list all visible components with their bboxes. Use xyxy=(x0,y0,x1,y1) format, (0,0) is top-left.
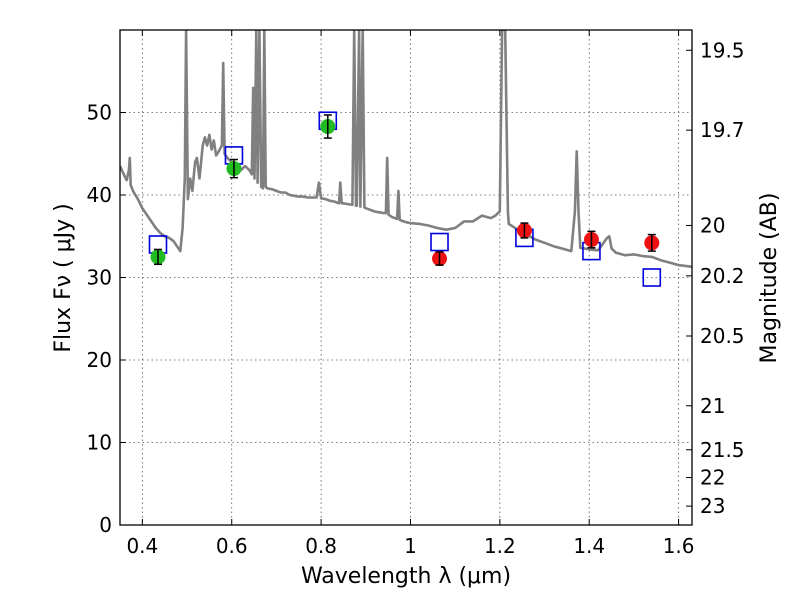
y-tick-label: 20 xyxy=(87,348,112,372)
x-tick-label: 0.8 xyxy=(305,534,337,558)
y-tick-label: 40 xyxy=(87,183,112,207)
x-tick-label: 1 xyxy=(404,534,417,558)
right-tick-label: 20 xyxy=(700,213,725,237)
right-tick-label: 19.5 xyxy=(700,38,745,62)
x-tick-label: 0.6 xyxy=(216,534,248,558)
x-tick-label: 1.4 xyxy=(573,534,605,558)
x-tick-label: 1.2 xyxy=(484,534,516,558)
y-tick-label: 10 xyxy=(87,431,112,455)
right-tick-label: 23 xyxy=(700,494,725,518)
right-tick-label: 22 xyxy=(700,466,725,490)
photometry-markers xyxy=(148,111,662,287)
right-tick-label: 20.5 xyxy=(700,324,745,348)
x-axis-label: Wavelength λ (μm) xyxy=(301,564,511,589)
y-axis-label: Flux Fν ( μJy ) xyxy=(51,203,76,352)
right-tick-label: 21 xyxy=(700,394,725,418)
y-tick-label: 0 xyxy=(99,513,112,537)
synthetic-photometry-square xyxy=(642,268,662,287)
y-axis-label-right: Magnitude (AB) xyxy=(757,193,782,364)
right-tick-label: 21.5 xyxy=(700,438,745,462)
synthetic-photometry-square xyxy=(430,232,449,252)
y-tick-label: 50 xyxy=(87,101,112,125)
right-tick-label: 19.7 xyxy=(700,118,745,142)
x-tick-label: 0.4 xyxy=(126,534,158,558)
y-tick-label: 30 xyxy=(87,266,112,290)
right-tick-label: 20.2 xyxy=(700,264,745,288)
x-tick-label: 1.6 xyxy=(663,534,695,558)
axis-ticks: 0.4 0.6 0.8 1 1.2 1.4 1.6 0 10 20 30 40 50 19.5 19.7 20… xyxy=(87,30,745,558)
